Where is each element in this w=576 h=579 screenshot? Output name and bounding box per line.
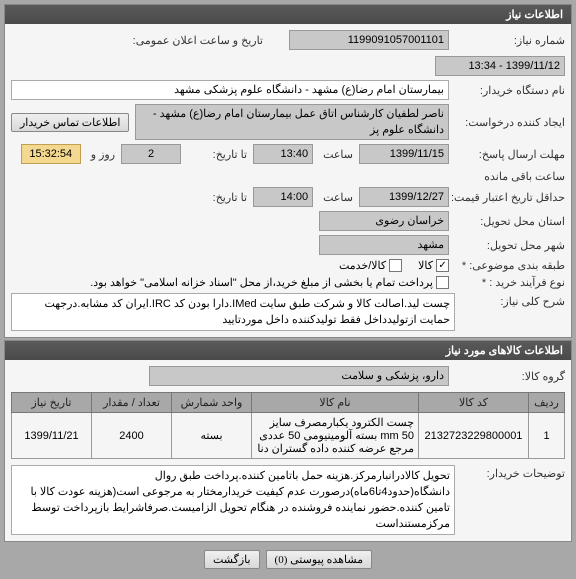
desc-text: چست لید.اصالت کالا و شرکت طبق سایت IMed.… [11, 293, 455, 331]
check-icon: ✓ [436, 259, 449, 272]
creator-label: ایجاد کننده درخواست: [455, 116, 565, 129]
pubdate-value: 1399/11/12 - 13:34 [435, 56, 565, 76]
col-qty: تعداد / مقدار [92, 393, 172, 413]
reqnum-label: شماره نیاز: [455, 34, 565, 47]
group-value: دارو، پزشکی و سلامت [149, 366, 449, 386]
uncheck-icon [389, 259, 402, 272]
col-date: تاریخ نیاز [12, 393, 92, 413]
quote-date: 1399/12/27 [359, 187, 449, 207]
col-name: نام کالا [252, 393, 419, 413]
city-label: شهر محل تحویل: [455, 239, 565, 252]
cell-name: چست الکترود یکبارمصرف سایز 50 mm بسته آل… [252, 413, 419, 459]
back-button[interactable]: بازگشت [204, 550, 260, 569]
province-value: خراسان رضوی [319, 211, 449, 231]
desc-label: شرح کلی نیاز: [455, 293, 565, 308]
answer-time: 13:40 [253, 144, 313, 164]
cell-code: 2132723229800001 [419, 413, 529, 459]
remain-num: 2 [121, 144, 181, 164]
quote-valid-label: حداقل تاریخ اعتبار قیمت: [455, 191, 565, 204]
proc-label: نوع فرآیند خرید : * [455, 276, 565, 289]
col-unit: واحد شمارش [172, 393, 252, 413]
goods-table: ردیف کد کالا نام کالا واحد شمارش تعداد /… [11, 392, 565, 459]
buyer-label: نام دستگاه خریدار: [455, 84, 565, 97]
buyerdesc-label: توضیحات خریدار: [455, 465, 565, 480]
buyerdesc-text: تحویل کالادرانبارمرکز.هزینه حمل باتامین … [11, 465, 455, 535]
budget-label: طبقه بندی موضوعی: * [455, 259, 565, 272]
quote-time: 14:00 [253, 187, 313, 207]
view-attachments-button[interactable]: مشاهده پیوستی (0) [266, 550, 373, 569]
need-info-header: اطلاعات نیاز [5, 5, 571, 24]
goods-info-panel: اطلاعات کالاهای مورد نیاز گروه کالا: دار… [4, 340, 572, 542]
group-label: گروه کالا: [455, 370, 565, 383]
time-label-2: ساعت [319, 191, 353, 204]
to-date-label-2: تا تاریخ: [187, 191, 247, 204]
goods-info-header: اطلاعات کالاهای مورد نیاز [5, 341, 571, 360]
pubdate-label: تاریخ و ساعت اعلان عمومی: [129, 34, 263, 47]
cell-qty: 2400 [92, 413, 172, 459]
table-row[interactable]: 1 2132723229800001 چست الکترود یکبارمصرف… [12, 413, 565, 459]
answer-date: 1399/11/15 [359, 144, 449, 164]
table-header-row: ردیف کد کالا نام کالا واحد شمارش تعداد /… [12, 393, 565, 413]
uncheck-icon-2 [436, 276, 449, 289]
checkbox-goods-service[interactable]: کالا/خدمت [339, 259, 402, 272]
to-date-label: تا تاریخ: [187, 148, 247, 161]
creator-value: ناصر لطفیان کارشناس اتاق عمل بیمارستان ا… [135, 104, 449, 140]
cell-unit: بسته [172, 413, 252, 459]
footer-bar: مشاهده پیوستی (0) بازگشت [4, 544, 572, 575]
col-row: ردیف [529, 393, 565, 413]
province-label: استان محل تحویل: [455, 215, 565, 228]
time-label-1: ساعت [319, 148, 353, 161]
buyer-value: بیمارستان امام رضا(ع) مشهد - دانشگاه علو… [11, 80, 449, 100]
checkbox-proc[interactable]: پرداخت تمام یا بخشی از مبلغ خرید،از محل … [90, 276, 449, 289]
remain-time: 15:32:54 [21, 144, 81, 164]
checkbox-goods[interactable]: ✓ کالا [418, 259, 449, 272]
cell-idx: 1 [529, 413, 565, 459]
remain-suffix: ساعت باقی مانده [480, 170, 565, 183]
city-value: مشهد [319, 235, 449, 255]
reqnum-value: 1199091057001101 [289, 30, 449, 50]
col-code: کد کالا [419, 393, 529, 413]
contact-buyer-button[interactable]: اطلاعات تماس خریدار [11, 113, 129, 132]
need-info-panel: اطلاعات نیاز شماره نیاز: 119909105700110… [4, 4, 572, 338]
answer-deadline-label: مهلت ارسال پاسخ: [455, 148, 565, 161]
remain-days-label: روز و [87, 148, 115, 161]
cell-date: 1399/11/21 [12, 413, 92, 459]
